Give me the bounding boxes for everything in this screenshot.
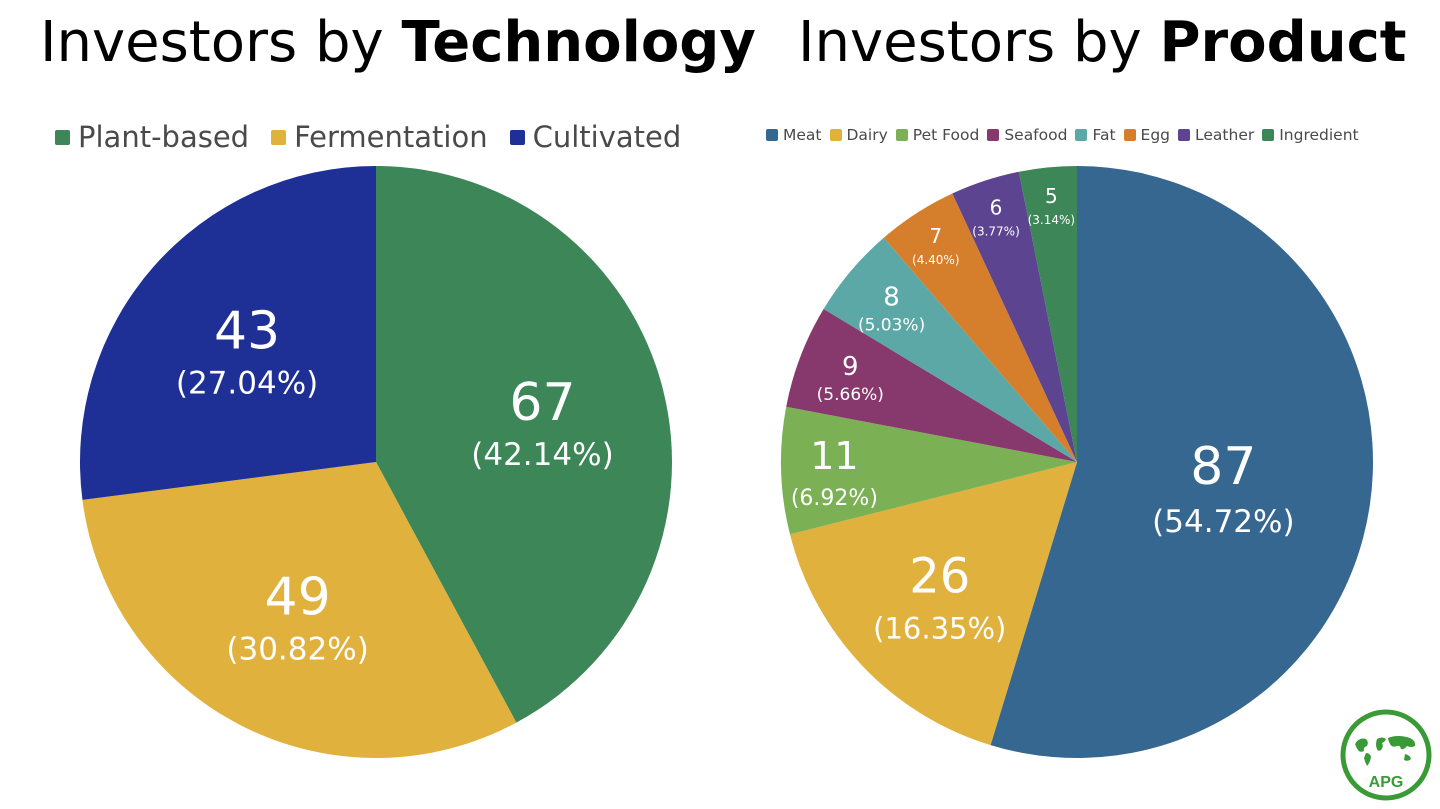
- slice-value-label: 6: [990, 195, 1003, 219]
- legend-swatch: [271, 129, 287, 145]
- slice-value-label: 8: [883, 282, 900, 312]
- legend-swatch: [1262, 129, 1275, 141]
- slice-percent-label: (54.72%): [1152, 504, 1294, 540]
- pie-slice-plant-based: [376, 166, 673, 723]
- logo-ring: [1340, 709, 1432, 801]
- logo-text: APG: [1369, 774, 1404, 791]
- pie-slice-cultivated: [79, 166, 377, 500]
- legend-label: Dairy: [846, 126, 888, 144]
- slice-percent-label: (16.35%): [873, 612, 1006, 646]
- legend-label: Cultivated: [532, 120, 682, 154]
- technology-legend: Plant-based Fermentation Cultivated: [55, 120, 703, 154]
- legend-label: Leather: [1195, 126, 1255, 144]
- legend-item-fermentation: Fermentation: [271, 120, 488, 154]
- legend-label: Plant-based: [78, 120, 250, 154]
- pie-slice-pet-food: [781, 406, 1077, 535]
- legend-label: Egg: [1140, 126, 1171, 144]
- pie-slice-meat: [990, 166, 1374, 758]
- slice-percent-label: (5.66%): [817, 385, 884, 405]
- pie-slice-fat: [823, 237, 1077, 462]
- pie-slice-fermentation: [82, 462, 517, 758]
- legend-swatch: [509, 129, 525, 145]
- pie-slice-seafood: [786, 308, 1077, 462]
- pie-slice-leather: [952, 171, 1077, 462]
- pie-slice-dairy: [789, 462, 1077, 746]
- legend-label: Fermentation: [294, 120, 488, 154]
- technology-chart-title: Investors by Technology: [40, 8, 756, 78]
- title-prefix: Investors by: [798, 10, 1160, 75]
- legend-swatch: [1075, 129, 1088, 141]
- legend-item-cultivated: Cultivated: [509, 120, 682, 154]
- title-emphasis: Technology: [401, 10, 756, 75]
- product-chart-title: Investors by Product: [798, 8, 1407, 78]
- legend-label: Seafood: [1004, 126, 1068, 144]
- slice-value-label: 7: [929, 224, 942, 248]
- slice-percent-label: (27.04%): [176, 366, 318, 402]
- product-legend: Meat Dairy Pet Food Seafood Fat Egg Leather Ing…: [766, 126, 1367, 144]
- title-emphasis: Product: [1159, 10, 1407, 75]
- legend-item-leather: Leather: [1178, 126, 1254, 144]
- legend-swatch: [1123, 129, 1136, 141]
- legend-label: Pet Food: [912, 126, 980, 144]
- slice-percent-label: (3.14%): [1028, 213, 1075, 227]
- legend-swatch: [1178, 129, 1191, 141]
- slice-percent-label: (30.82%): [226, 632, 368, 668]
- pie-slice-ingredient: [1018, 166, 1077, 462]
- slice-percent-label: (5.03%): [858, 315, 925, 335]
- legend-item-ingredient: Ingredient: [1262, 126, 1359, 144]
- legend-item-fat: Fat: [1075, 126, 1116, 144]
- slice-value-label: 11: [810, 434, 858, 478]
- legend-swatch: [987, 129, 1000, 141]
- legend-swatch: [895, 129, 908, 141]
- legend-item-meat: Meat: [766, 126, 822, 144]
- legend-label: Meat: [783, 126, 822, 144]
- slice-percent-label: (42.14%): [471, 437, 613, 473]
- legend-item-egg: Egg: [1123, 126, 1171, 144]
- title-prefix: Investors by: [40, 10, 402, 75]
- world-map-icon: [1355, 736, 1416, 766]
- apg-logo: APG: [1340, 709, 1432, 801]
- legend-item-seafood: Seafood: [987, 126, 1067, 144]
- slice-value-label: 26: [909, 549, 970, 605]
- legend-label: Ingredient: [1279, 126, 1359, 144]
- legend-item-plant-based: Plant-based: [55, 120, 249, 154]
- legend-swatch: [766, 129, 778, 141]
- slice-value-label: 87: [1190, 437, 1256, 497]
- slice-value-label: 49: [265, 568, 331, 628]
- legend-swatch: [55, 129, 70, 145]
- legend-label: Fat: [1092, 126, 1116, 144]
- legend-swatch: [829, 129, 842, 141]
- pie-slice-egg: [883, 193, 1077, 462]
- slice-value-label: 43: [214, 302, 280, 362]
- slice-percent-label: (6.92%): [791, 486, 878, 511]
- slice-value-label: 5: [1045, 184, 1058, 208]
- slice-percent-label: (3.77%): [972, 224, 1019, 238]
- legend-item-dairy: Dairy: [829, 126, 888, 144]
- slice-value-label: 67: [509, 373, 575, 433]
- slice-percent-label: (4.40%): [912, 253, 959, 267]
- slice-value-label: 9: [842, 352, 859, 382]
- legend-item-pet-food: Pet Food: [895, 126, 980, 144]
